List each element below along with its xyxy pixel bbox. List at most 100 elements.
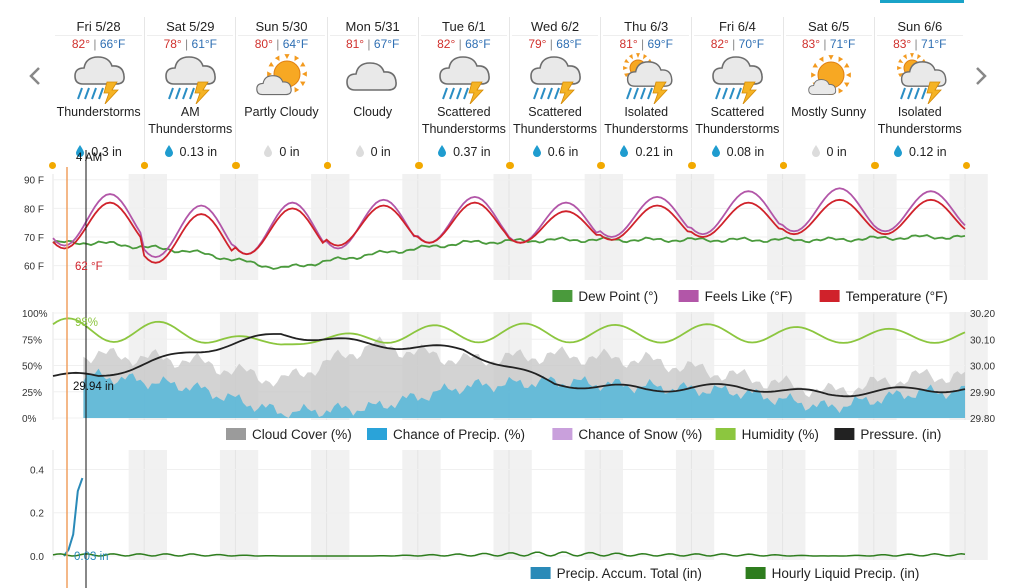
night-band [858,174,897,280]
day-temps: 81° | 67°F [329,35,416,51]
low-temp: 68°F [465,37,491,51]
condition-line-2: Thunderstorms [877,122,962,136]
sunrise-marker-icon [141,162,149,169]
empty-drop-icon [811,145,820,157]
day-temps: 79° | 68°F [511,35,599,51]
legend-label: Humidity (%) [742,427,819,442]
legend-swatch [226,428,246,440]
condition-line-1: Scattered [437,105,491,119]
day-precip: 0 in [784,144,874,160]
sunrise-marker-icon [870,162,878,169]
low-temp: 70°F [738,37,765,51]
y-tick-label: 0.2 [30,509,44,520]
precip-amount: 0.3 in [91,145,122,159]
legend-label: Temperature (°F) [846,289,948,304]
day-date: Thu 6/3 [624,19,669,34]
thunderstorm-icon [530,56,581,104]
empty-drop-icon [264,145,273,157]
crosshair-time-label: 4 AM [76,152,102,164]
sunrise-marker-icon [505,162,513,169]
precip-amount: 0 in [826,145,847,159]
y-tick-label: 80 F [24,204,44,215]
high-temp: 83° [801,37,821,51]
night-band [584,174,623,280]
y-tick-label-right: 30.10 [970,335,995,346]
rain-drop-icon [620,145,629,157]
top-accent-strip [880,0,964,3]
previous-arrow-icon[interactable] [22,58,48,94]
day-column[interactable]: Fri 5/28 82° | 66°F Thunderstorms 0.3 in [49,17,148,169]
precip-amount: 0.13 in [179,145,218,159]
legend-label: Precip. Accum. Total (in) [557,566,702,581]
legend-swatch [745,567,766,579]
legend-label: Chance of Snow (%) [578,427,702,442]
day-precip: 0.6 in [510,144,600,160]
night-band [767,450,806,560]
rain-drop-icon [894,145,903,157]
day-condition: Scattered Thunderstorms [419,104,509,138]
sun-thunderstorm-icon [623,53,673,104]
night-band [675,174,715,280]
y-tick-label: 0.4 [30,465,44,476]
day-temps: 81° | 69°F [603,35,690,51]
precip-amount: 0.08 in [726,145,765,159]
day-date: Tue 6/1 [442,19,486,34]
day-condition: Isolated Thunderstorms [875,104,965,138]
day-precip: 0 in [328,144,418,160]
day-column[interactable]: Wed 6/2 79° | 68°F Scattered Thunderstorm… [505,17,605,169]
night-band [675,450,715,560]
high-temp: 82° [710,37,729,51]
low-temp: 68°F [556,37,582,51]
legend-swatch [715,428,736,440]
legend-label: Cloud Cover (%) [252,427,352,442]
low-temp: 69°F [647,37,673,51]
sunrise-marker-icon [414,162,422,169]
day-temps: 83° | 71°F [785,35,872,51]
day-column[interactable]: Tue 6/1 82° | 68°F Scattered Thunderstorm… [414,17,514,169]
day-temps: 83° | 71°F [876,35,963,51]
pressure-line [52,333,966,398]
day-column[interactable]: Thu 6/3 81° | 69°F Isolated Thunderstorms… [597,17,697,169]
sunrise-marker-icon [323,162,331,169]
rain-drop-icon [76,145,85,157]
day-precip: 0.21 in [601,144,691,160]
day-column[interactable]: Sat 6/5 83° | 71°F Mostly Sunny 0 in [779,17,879,169]
day-column[interactable]: Sun 6/6 83° | 71°F Isolated Thunderstorms… [870,17,970,169]
y-tick-label: 90 F [24,176,44,187]
day-column[interactable]: Sat 5/29 78° | 61°F AM Thunderstorms 0.13… [141,17,241,169]
low-temp: 66°F [99,37,126,51]
night-band [128,450,167,560]
day-column[interactable]: Sun 5/30 80° | 64°F Partly Cloudy 0 in [232,17,332,169]
crosshair-temp-label: 62 °F [75,261,103,273]
day-precip: 0.13 in [145,144,235,160]
night-band [402,450,441,560]
night-band [311,174,350,280]
day-date: Fri 5/28 [76,19,121,34]
condition-line-1: Mostly Sunny [791,105,867,119]
partly-cloudy-icon [256,54,308,96]
day-column[interactable]: Mon 5/31 81° | 67°F Cloudy 0 in [323,17,423,169]
next-arrow-icon[interactable] [968,58,994,94]
high-temp: 81° [619,37,638,51]
rain-drop-icon [532,145,541,157]
night-band [767,174,806,280]
daily-forecast-row: Fri 5/28 82° | 66°F Thunderstorms 0.3 in… [49,17,970,169]
day-date: Sun 5/30 [255,19,308,34]
thunderstorm-icon [439,56,490,104]
dew-point-line [52,234,966,270]
day-date: Fri 6/4 [718,19,756,34]
day-condition: Thunderstorms [53,104,144,138]
precip-amount: 0.21 in [635,145,673,159]
day-precip: 0.3 in [53,144,144,160]
day-condition: Scattered Thunderstorms [510,104,600,138]
day-temps: 82° | 66°F [55,35,143,51]
day-precip: 0.08 in [692,144,782,160]
low-temp: 71°F [921,37,947,51]
low-temp: 67°F [373,37,400,51]
day-column[interactable]: Fri 6/4 82° | 70°F Scattered Thunderstorm… [688,17,788,169]
y-tick-label: 70 F [24,233,44,244]
day-condition: Isolated Thunderstorms [601,104,691,138]
condition-line-1: Scattered [528,105,582,119]
day-condition: Scattered Thunderstorms [692,104,782,138]
